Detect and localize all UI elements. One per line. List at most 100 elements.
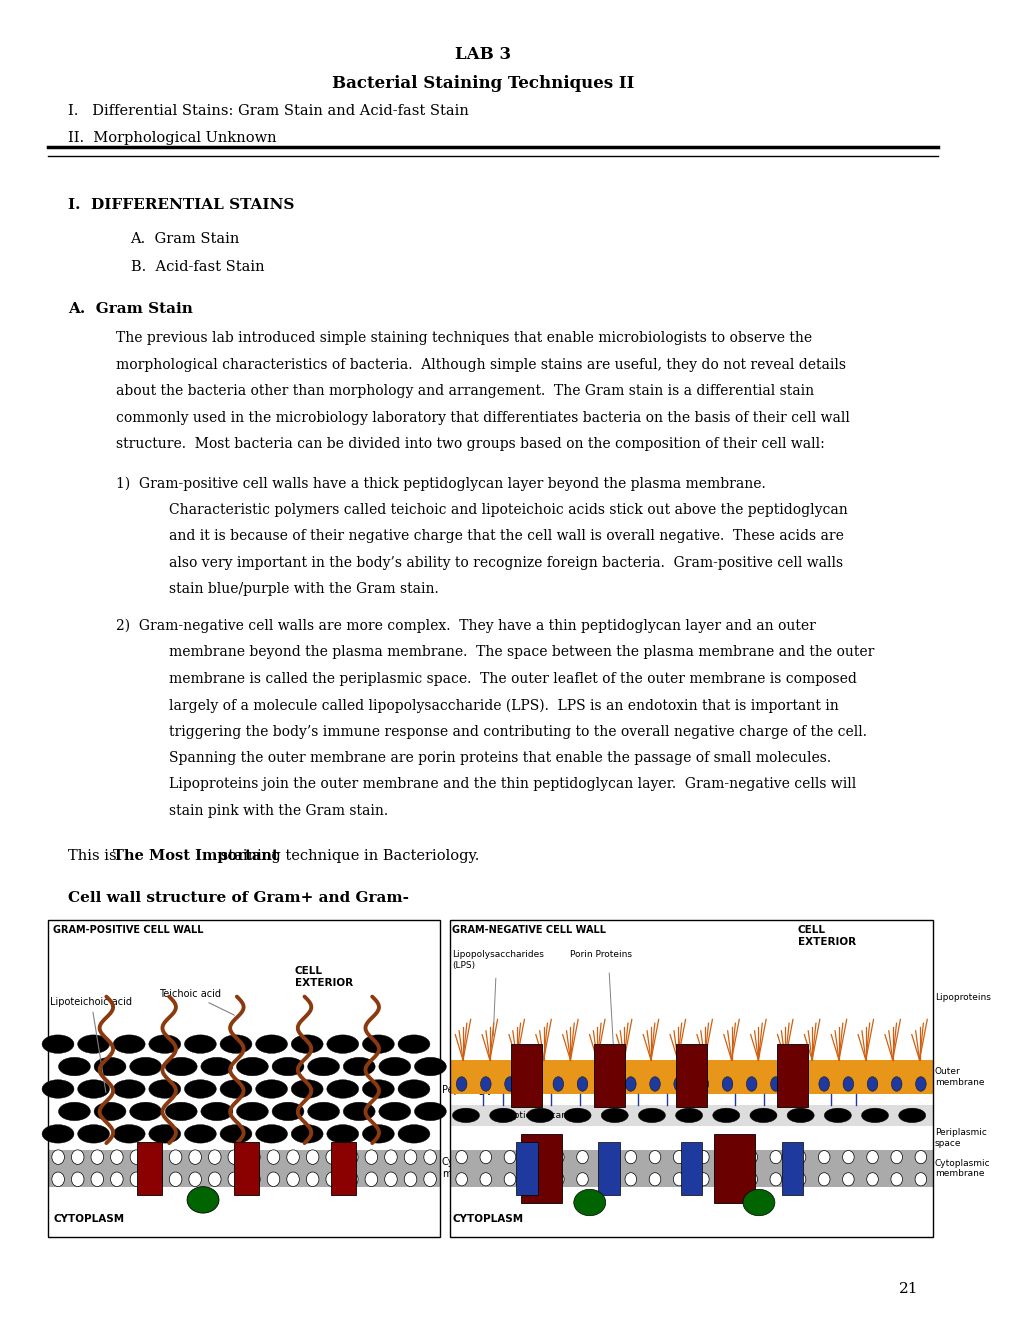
Ellipse shape — [769, 1172, 781, 1185]
Ellipse shape — [77, 1080, 109, 1098]
Ellipse shape — [272, 1057, 304, 1076]
Ellipse shape — [71, 1172, 84, 1187]
Ellipse shape — [267, 1172, 279, 1187]
Ellipse shape — [673, 1151, 685, 1164]
Ellipse shape — [455, 1172, 467, 1185]
Ellipse shape — [326, 1172, 338, 1187]
Ellipse shape — [552, 1172, 564, 1185]
Ellipse shape — [528, 1151, 539, 1164]
Ellipse shape — [528, 1077, 539, 1092]
Ellipse shape — [424, 1172, 436, 1187]
Ellipse shape — [326, 1080, 359, 1098]
Ellipse shape — [272, 1102, 304, 1121]
Ellipse shape — [129, 1057, 161, 1076]
Text: Peptidoglycan: Peptidoglycan — [441, 1085, 511, 1094]
Ellipse shape — [58, 1057, 91, 1076]
Ellipse shape — [326, 1035, 359, 1053]
Ellipse shape — [365, 1172, 377, 1187]
Ellipse shape — [898, 1109, 925, 1123]
Ellipse shape — [600, 1172, 611, 1185]
Ellipse shape — [817, 1172, 829, 1185]
Ellipse shape — [201, 1057, 232, 1076]
Ellipse shape — [414, 1102, 446, 1121]
Ellipse shape — [267, 1150, 279, 1164]
Ellipse shape — [915, 1077, 925, 1092]
Ellipse shape — [503, 1151, 516, 1164]
Bar — [511, 1044, 542, 1107]
Ellipse shape — [110, 1172, 123, 1187]
Ellipse shape — [256, 1035, 287, 1053]
Text: Outer
membrane: Outer membrane — [934, 1068, 983, 1086]
Ellipse shape — [648, 1172, 660, 1185]
Ellipse shape — [675, 1109, 702, 1123]
Text: triggering the body’s immune response and contributing to the overall negative c: triggering the body’s immune response an… — [169, 725, 866, 739]
Ellipse shape — [794, 1077, 805, 1092]
Text: A.  Gram Stain: A. Gram Stain — [67, 302, 193, 317]
Ellipse shape — [601, 1077, 611, 1092]
Ellipse shape — [220, 1125, 252, 1143]
Ellipse shape — [184, 1125, 216, 1143]
Text: structure.  Most bacteria can be divided into two groups based on the compositio: structure. Most bacteria can be divided … — [116, 437, 824, 451]
Text: stain pink with the Gram stain.: stain pink with the Gram stain. — [169, 804, 388, 818]
Text: The Most Important: The Most Important — [113, 849, 278, 863]
Text: LAB 3: LAB 3 — [454, 46, 511, 63]
Text: This is: This is — [67, 849, 121, 863]
Ellipse shape — [343, 1057, 375, 1076]
Ellipse shape — [129, 1102, 161, 1121]
Ellipse shape — [721, 1077, 732, 1092]
Ellipse shape — [552, 1151, 564, 1164]
Text: largely of a molecule called lipopolysaccharide (LPS).  LPS is an endotoxin that: largely of a molecule called lipopolysac… — [169, 698, 838, 713]
Ellipse shape — [480, 1077, 490, 1092]
Text: Porin Proteins: Porin Proteins — [570, 950, 632, 960]
Bar — [676, 1044, 706, 1107]
Text: membrane is called the periplasmic space.  The outer leaflet of the outer membra: membrane is called the periplasmic space… — [169, 672, 856, 686]
Ellipse shape — [291, 1125, 323, 1143]
Ellipse shape — [286, 1150, 299, 1164]
Ellipse shape — [404, 1150, 417, 1164]
Ellipse shape — [625, 1151, 636, 1164]
Ellipse shape — [58, 1102, 91, 1121]
Ellipse shape — [794, 1172, 805, 1185]
Bar — [449, 1060, 932, 1094]
Ellipse shape — [150, 1172, 162, 1187]
Text: B.  Acid-fast Stain: B. Acid-fast Stain — [130, 260, 264, 275]
Text: and it is because of their negative charge that the cell wall is overall negativ: and it is because of their negative char… — [169, 529, 844, 544]
Ellipse shape — [149, 1080, 180, 1098]
Ellipse shape — [576, 1172, 588, 1185]
Ellipse shape — [600, 1109, 628, 1123]
Ellipse shape — [577, 1077, 587, 1092]
Ellipse shape — [130, 1150, 143, 1164]
Ellipse shape — [794, 1151, 805, 1164]
Ellipse shape — [742, 1189, 774, 1216]
Ellipse shape — [625, 1172, 636, 1185]
Ellipse shape — [697, 1151, 708, 1164]
Ellipse shape — [165, 1102, 197, 1121]
Ellipse shape — [842, 1172, 853, 1185]
Ellipse shape — [452, 1109, 479, 1123]
Ellipse shape — [228, 1172, 240, 1187]
Text: staining technique in Bacteriology.: staining technique in Bacteriology. — [216, 849, 479, 863]
Text: I.  DIFFERENTIAL STAINS: I. DIFFERENTIAL STAINS — [67, 198, 293, 213]
Text: II.  Morphological Unknown: II. Morphological Unknown — [67, 131, 276, 145]
Ellipse shape — [130, 1172, 143, 1187]
Text: Cytoplasmic
membrane: Cytoplasmic membrane — [441, 1158, 501, 1179]
Text: Lipoproteins: Lipoproteins — [934, 993, 989, 1002]
Ellipse shape — [638, 1109, 664, 1123]
Ellipse shape — [110, 1150, 123, 1164]
Ellipse shape — [914, 1172, 925, 1185]
Text: 1)  Gram-positive cell walls have a thick peptidoglycan layer beyond the plasma : 1) Gram-positive cell walls have a thick… — [116, 477, 765, 491]
Text: I.   Differential Stains: Gram Stain and Acid-fast Stain: I. Differential Stains: Gram Stain and A… — [67, 104, 468, 119]
Ellipse shape — [189, 1150, 202, 1164]
Ellipse shape — [94, 1057, 126, 1076]
Ellipse shape — [308, 1057, 339, 1076]
Ellipse shape — [378, 1057, 411, 1076]
Ellipse shape — [220, 1035, 252, 1053]
Ellipse shape — [236, 1057, 268, 1076]
Ellipse shape — [362, 1080, 394, 1098]
Ellipse shape — [343, 1102, 375, 1121]
Text: Bacterial Staining Techniques II: Bacterial Staining Techniques II — [332, 75, 634, 92]
Ellipse shape — [286, 1172, 299, 1187]
Ellipse shape — [149, 1125, 180, 1143]
Bar — [449, 1105, 932, 1126]
Text: A.  Gram Stain: A. Gram Stain — [130, 232, 239, 247]
